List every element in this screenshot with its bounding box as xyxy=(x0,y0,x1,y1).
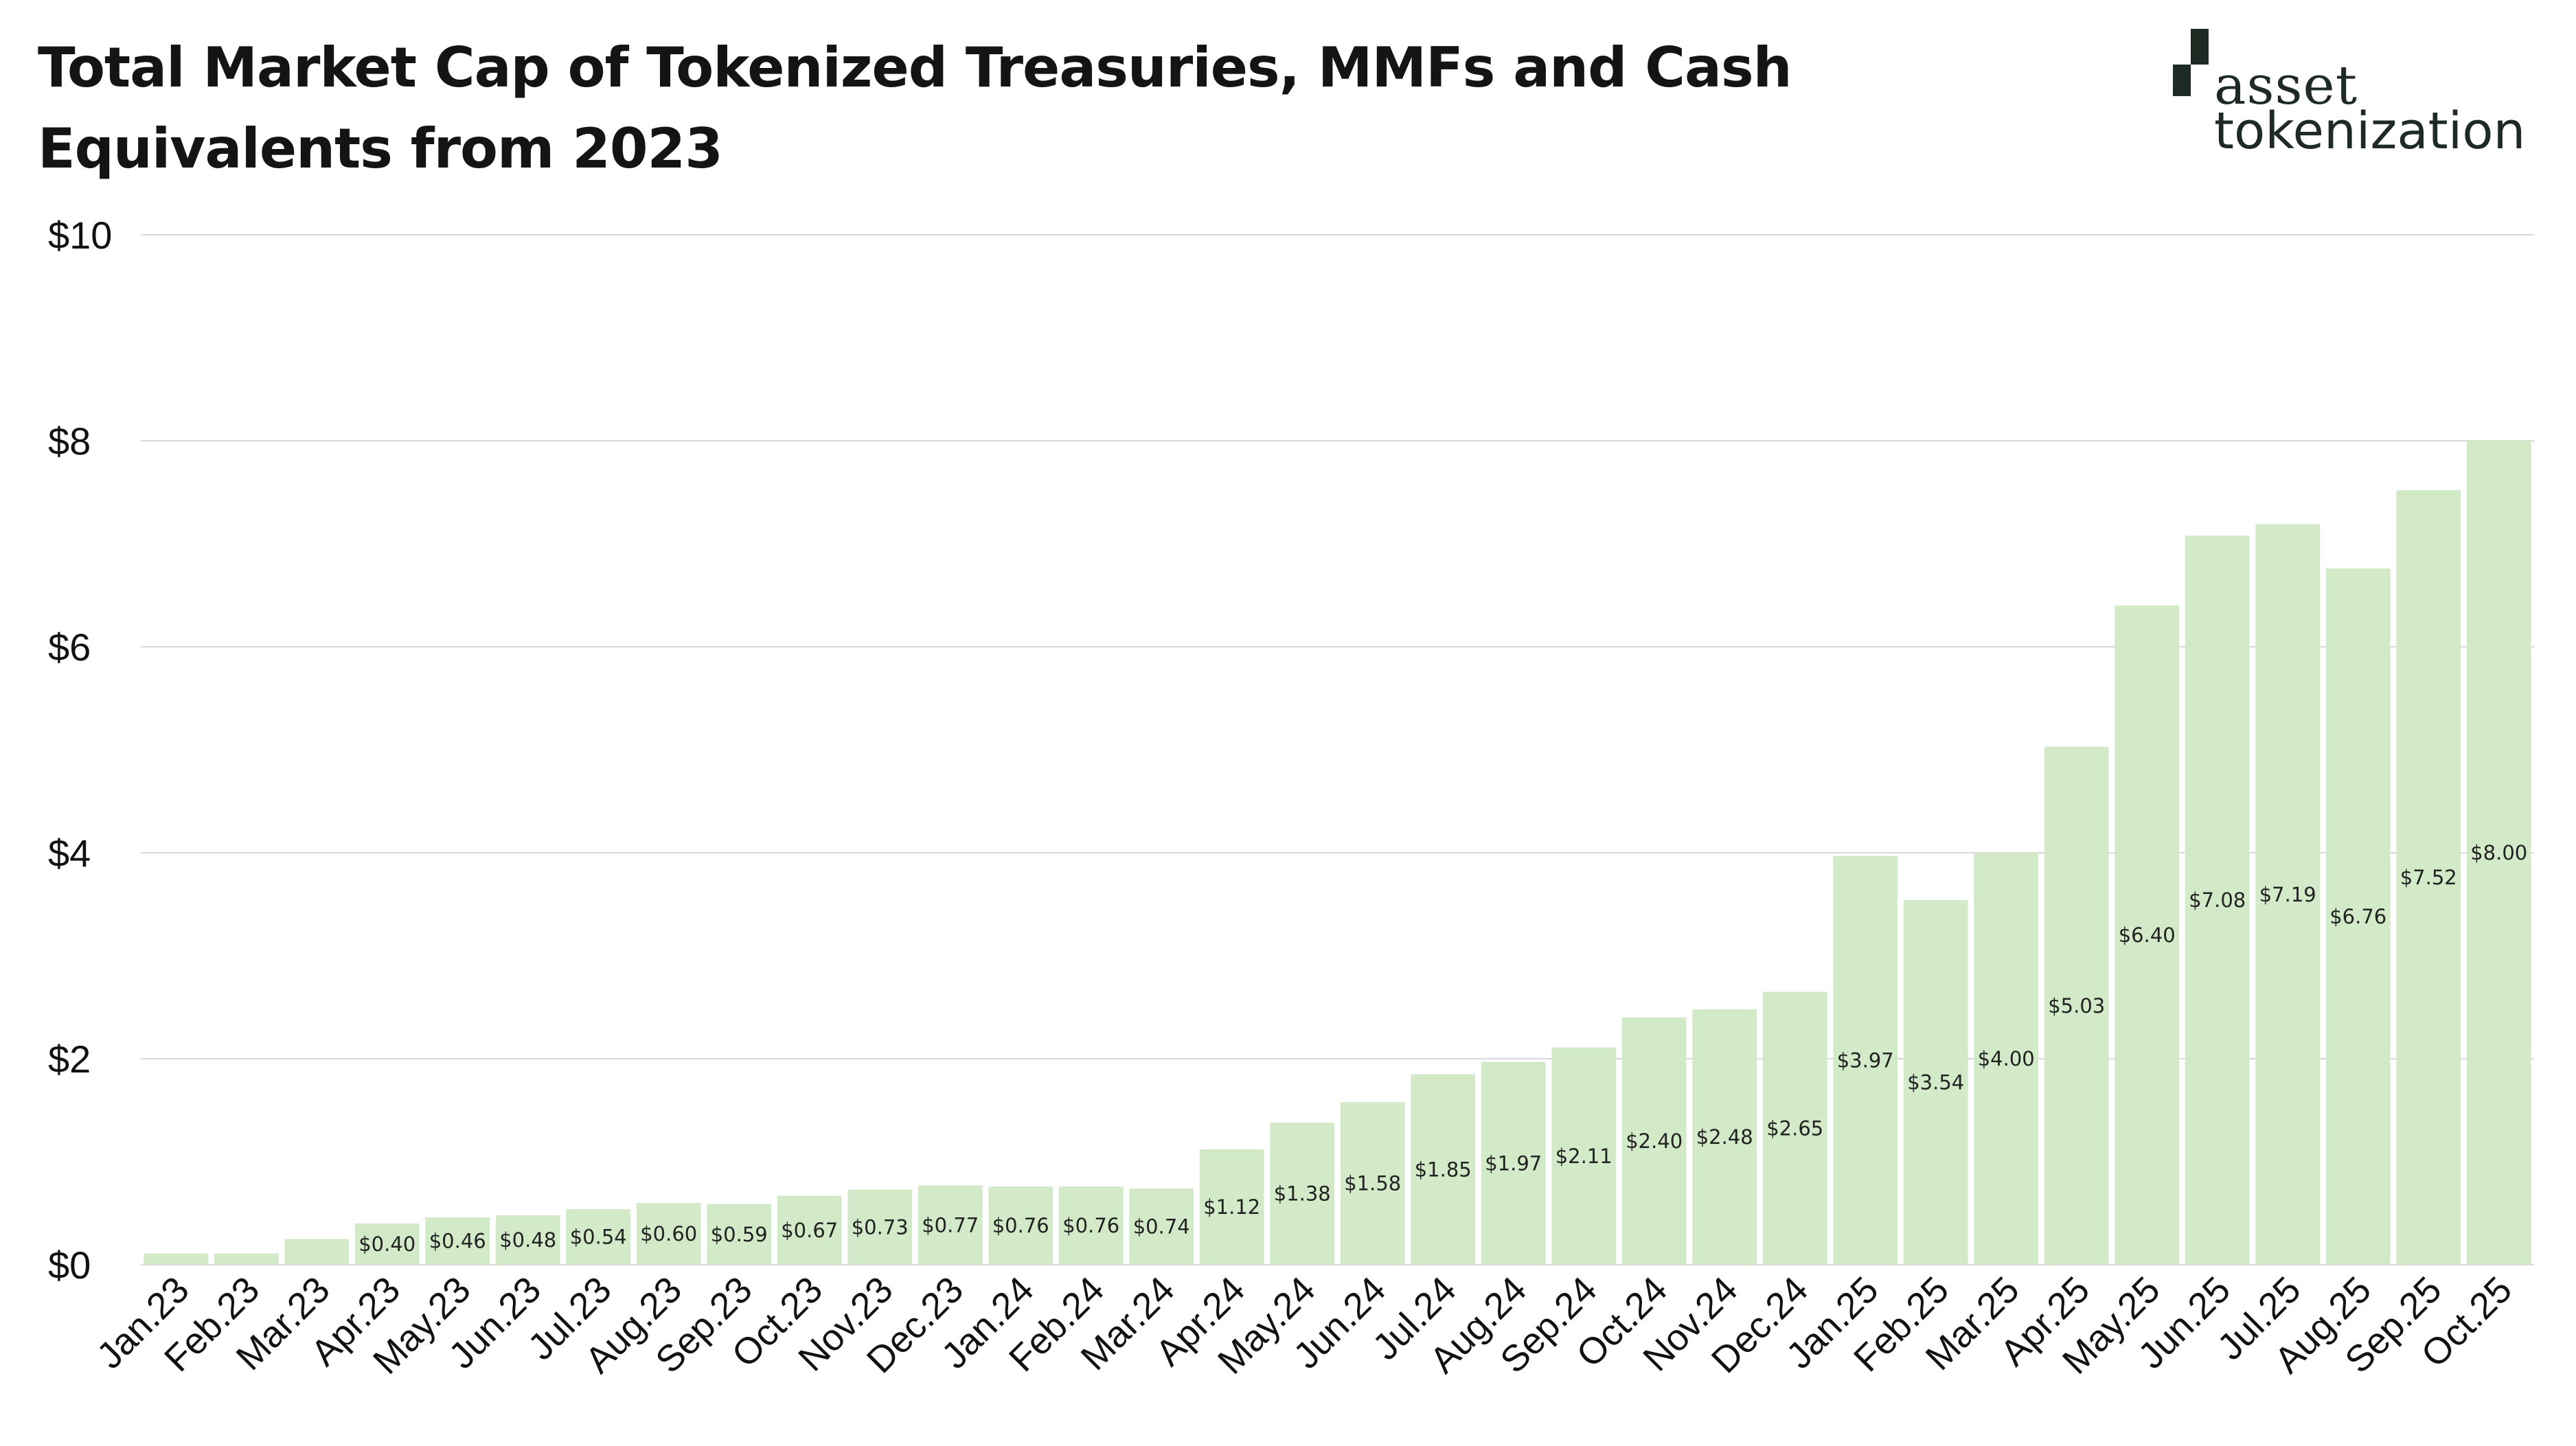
data-label: $2.48 xyxy=(1696,1125,1753,1149)
y-tick-label: $8 xyxy=(48,420,91,463)
y-tick-label: $6 xyxy=(48,626,91,669)
data-label: $5.03 xyxy=(2048,994,2105,1018)
chart-title: Total Market Cap of Tokenized Treasuries… xyxy=(38,36,1792,181)
bar xyxy=(1974,853,2039,1265)
bar xyxy=(1903,900,1968,1265)
data-label: $7.08 xyxy=(2189,888,2246,912)
logo-text-tokenization: tokenization xyxy=(2214,102,2526,161)
bars xyxy=(144,441,2531,1265)
data-label: $1.85 xyxy=(1415,1158,1472,1181)
bar xyxy=(495,1215,560,1265)
y-tick-label: $0 xyxy=(48,1243,91,1287)
bar xyxy=(2044,746,2109,1265)
data-label: $8.00 xyxy=(2470,841,2527,864)
bar xyxy=(354,1224,420,1265)
bar xyxy=(1340,1102,1405,1265)
bar xyxy=(425,1217,490,1265)
bar xyxy=(1762,991,1827,1265)
bar xyxy=(2396,490,2461,1265)
bar xyxy=(2255,524,2321,1265)
data-label: $7.52 xyxy=(2400,866,2457,889)
data-label: $0.76 xyxy=(992,1214,1049,1237)
data-label: $1.97 xyxy=(1485,1151,1542,1175)
bar xyxy=(144,1253,209,1265)
bar xyxy=(636,1203,701,1265)
data-label: $2.11 xyxy=(1555,1145,1612,1168)
bar xyxy=(707,1204,772,1265)
data-label: $4.00 xyxy=(1978,1047,2035,1070)
bar xyxy=(214,1253,279,1265)
bar xyxy=(777,1195,842,1265)
bar xyxy=(1270,1123,1335,1265)
data-label: $0.73 xyxy=(852,1215,909,1239)
bar xyxy=(1551,1047,1617,1265)
data-label: $6.76 xyxy=(2329,905,2386,928)
data-label: $7.19 xyxy=(2259,883,2316,906)
data-label: $2.40 xyxy=(1626,1129,1683,1153)
data-label: $1.58 xyxy=(1344,1172,1401,1195)
bar xyxy=(2185,536,2250,1265)
data-label: $0.59 xyxy=(711,1223,768,1246)
bar xyxy=(988,1186,1053,1265)
bar xyxy=(1199,1149,1264,1265)
bar xyxy=(1058,1186,1124,1265)
bar xyxy=(847,1189,913,1265)
bar xyxy=(1833,856,1898,1265)
x-axis-ticks: Jan.23Feb.23Mar.23Apr.23May.23Jun.23Jul.… xyxy=(89,1269,2520,1382)
y-tick-label: $2 xyxy=(48,1037,91,1081)
y-tick-label: $10 xyxy=(48,214,112,257)
data-label: $0.76 xyxy=(1062,1214,1119,1237)
bar xyxy=(284,1239,350,1265)
y-tick-label: $4 xyxy=(48,831,91,875)
bar xyxy=(1481,1061,1546,1265)
y-axis-ticks: $0 $2 $4 $6 $8 $10 xyxy=(48,214,112,1287)
data-label: $0.67 xyxy=(781,1219,838,1242)
data-label: $3.97 xyxy=(1837,1048,1894,1072)
data-label: $0.48 xyxy=(499,1228,556,1252)
data-label: $0.77 xyxy=(922,1213,979,1237)
bar xyxy=(1129,1189,1194,1265)
bar xyxy=(2325,569,2391,1265)
data-label: $0.54 xyxy=(570,1226,627,1249)
bar xyxy=(2115,606,2180,1265)
data-label: $6.40 xyxy=(2119,923,2176,947)
brand-logo: asset tokenization xyxy=(2170,29,2541,166)
data-label: $0.74 xyxy=(1133,1215,1190,1239)
bar xyxy=(1692,1009,1757,1265)
data-label: $0.60 xyxy=(640,1222,697,1246)
bar xyxy=(917,1185,983,1265)
data-label: $1.12 xyxy=(1203,1195,1260,1219)
bar xyxy=(566,1209,631,1265)
bar xyxy=(1621,1018,1687,1265)
data-label: $1.38 xyxy=(1274,1182,1331,1206)
data-label: $2.65 xyxy=(1766,1116,1823,1140)
data-label: $0.46 xyxy=(429,1230,486,1253)
data-labels: $0.40 $0.46 $0.48 $0.54 $0.60 $0.59 $0.67 $0.73… xyxy=(358,841,2527,1256)
bar xyxy=(1411,1074,1476,1265)
bar xyxy=(2466,441,2531,1265)
logo-text-asset: asset xyxy=(2214,55,2358,117)
data-label: $0.40 xyxy=(358,1232,415,1256)
data-label: $3.54 xyxy=(1907,1071,1964,1094)
asset-tokenization-logo-icon xyxy=(2173,29,2209,96)
